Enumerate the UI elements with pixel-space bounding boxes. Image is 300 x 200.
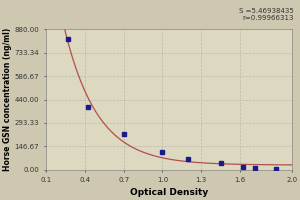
X-axis label: Optical Density: Optical Density: [130, 188, 208, 197]
Text: S =5.46938435
r=0.99966313: S =5.46938435 r=0.99966313: [239, 8, 294, 21]
Y-axis label: Horse GSN concentration (ng/ml): Horse GSN concentration (ng/ml): [3, 28, 12, 171]
